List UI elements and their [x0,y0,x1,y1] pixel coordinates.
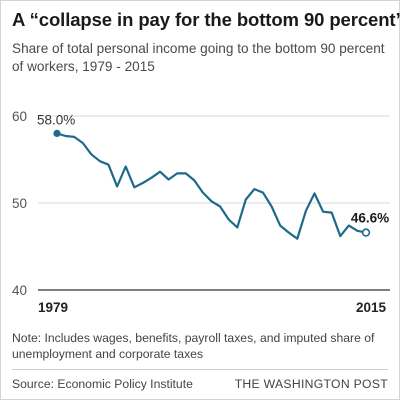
chart-subtitle: Share of total personal income going to … [12,41,385,74]
publisher-brand: THE WASHINGTON POST [234,377,388,391]
y-axis-ticks: 40 50 60 [12,109,27,298]
series-line [55,132,368,240]
chart-title: A “collapse in pay for the bottom 90 per… [12,9,400,30]
x-tick-label: 1979 [38,300,68,315]
y-tick-label: 60 [12,109,27,124]
end-value-label: 46.6% [351,211,389,226]
series-end-point [361,228,371,237]
series-start-point [53,129,61,137]
y-tick-label: 50 [12,196,27,211]
footer-divider [12,369,388,370]
y-tick-label: 40 [12,283,27,298]
start-value-label: 58.0% [37,112,75,127]
x-axis-labels: 1979 2015 [38,300,386,315]
footnote: Note: Includes wages, benefits, payroll … [12,331,375,361]
x-tick-label: 2015 [356,300,387,315]
source-credit: Source: Economic Policy Institute [12,377,193,391]
gridlines [38,115,390,204]
